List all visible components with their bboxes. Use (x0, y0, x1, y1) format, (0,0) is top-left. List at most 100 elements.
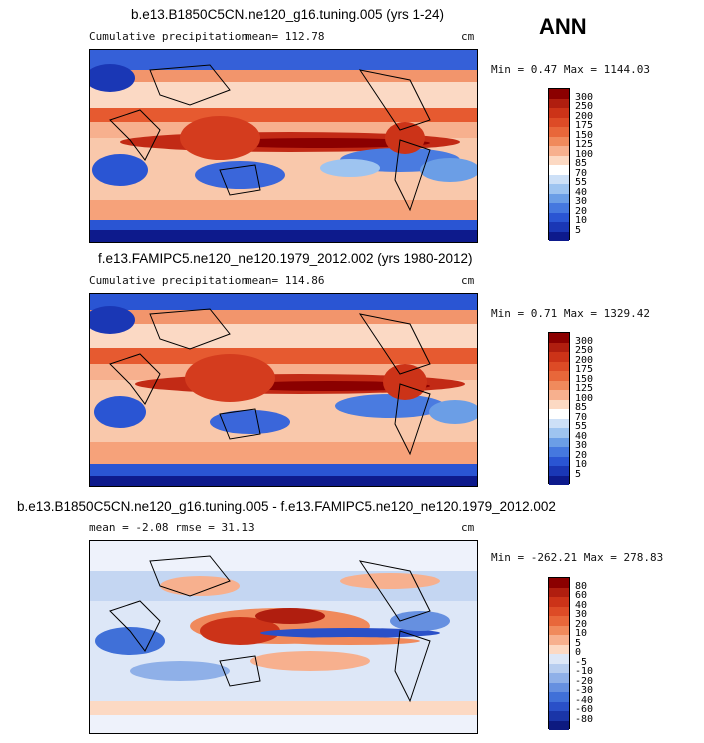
colorbar-tick-label: 20 (575, 449, 588, 461)
panel-1-units: cm (461, 30, 475, 43)
colorbar-tick-label: 30 (575, 196, 588, 207)
colorbar-segment (549, 616, 569, 626)
colorbar-segment (549, 184, 569, 194)
colorbar-segment (549, 98, 569, 108)
colorbar-segment (549, 89, 569, 99)
colorbar-segment (549, 117, 569, 127)
panel-3-units: cm (461, 521, 475, 534)
colorbar-tick-label: 20 (575, 618, 588, 630)
colorbar-tick-label: 85 (575, 402, 588, 413)
colorbar-tick-label: 40 (575, 186, 588, 198)
panel-2-map-svg (90, 294, 477, 486)
colorbar-segment (549, 447, 569, 457)
colorbar-tick-label: 125 (575, 139, 594, 150)
colorbar-segment (549, 371, 569, 381)
colorbar-segment (549, 466, 569, 476)
panel-2-colorbar (548, 332, 570, 485)
colorbar-tick-label: -60 (575, 704, 594, 715)
colorbar-segment (549, 390, 569, 400)
colorbar-segment (549, 597, 569, 607)
panel-1-variable: Cumulative precipitation (89, 30, 248, 43)
colorbar-tick-label: 40 (575, 430, 588, 442)
colorbar-segment (549, 136, 569, 146)
panel-1-mean: mean= 112.78 (245, 30, 325, 43)
colorbar-segment (549, 361, 569, 371)
colorbar-segment (549, 409, 569, 419)
colorbar-tick-label: 200 (575, 354, 594, 366)
colorbar-segment (549, 174, 569, 184)
colorbar-tick-label: 125 (575, 383, 594, 394)
colorbar-segment (549, 231, 569, 241)
panel-1-colorbar (548, 88, 570, 241)
colorbar-tick-label: 100 (575, 148, 594, 160)
colorbar-tick-label: -80 (575, 713, 594, 725)
colorbar-tick-label: 100 (575, 392, 594, 404)
panel-3-map-svg (90, 541, 477, 733)
colorbar-segment (549, 625, 569, 635)
panel-1-title: b.e13.B1850C5CN.ne120_g16.tuning.005 (yr… (131, 7, 444, 22)
colorbar-tick-label: -20 (575, 675, 594, 687)
colorbar-segment (549, 428, 569, 438)
colorbar-tick-label: 5 (575, 224, 582, 236)
colorbar-tick-label: 10 (575, 459, 588, 470)
panel-1-minmax: Min = 0.47 Max = 1144.03 (491, 63, 650, 76)
panel-3-title: b.e13.B1850C5CN.ne120_g16.tuning.005 - f… (17, 499, 556, 514)
colorbar-segment (549, 682, 569, 692)
panel-3-stats: mean = -2.08 rmse = 31.13 (89, 521, 255, 534)
colorbar-tick-label: 175 (575, 120, 594, 131)
colorbar-segment (549, 587, 569, 597)
colorbar-segment (549, 711, 569, 721)
colorbar-tick-label: 150 (575, 129, 594, 141)
colorbar-tick-label: 250 (575, 101, 594, 112)
colorbar-segment (549, 456, 569, 466)
colorbar-tick-label: 150 (575, 373, 594, 385)
colorbar-segment (549, 193, 569, 203)
colorbar-segment (549, 108, 569, 118)
colorbar-segment (549, 692, 569, 702)
colorbar-tick-label: 80 (575, 580, 588, 592)
colorbar-segment (549, 342, 569, 352)
colorbar-tick-label: 5 (575, 468, 582, 480)
colorbar-tick-label: 250 (575, 345, 594, 356)
colorbar-segment (549, 399, 569, 409)
colorbar-segment (549, 333, 569, 343)
colorbar-segment (549, 578, 569, 588)
colorbar-segment (549, 212, 569, 222)
colorbar-tick-label: -40 (575, 694, 594, 706)
colorbar-tick-label: 20 (575, 205, 588, 217)
colorbar-tick-label: 175 (575, 364, 594, 375)
panel-3-minmax: Min = -262.21 Max = 278.83 (491, 551, 664, 564)
colorbar-tick-label: 55 (575, 177, 588, 188)
colorbar-segment (549, 155, 569, 165)
colorbar-tick-label: 0 (575, 647, 582, 658)
colorbar-segment (549, 654, 569, 664)
panel-1-map-svg (90, 50, 477, 242)
colorbar-segment (549, 606, 569, 616)
colorbar-segment (549, 475, 569, 485)
panel-2-minmax: Min = 0.71 Max = 1329.42 (491, 307, 650, 320)
panel-1-map (89, 49, 478, 243)
panel-2-variable: Cumulative precipitation (89, 274, 248, 287)
colorbar-segment (549, 127, 569, 137)
season-label: ANN (539, 14, 587, 39)
colorbar-tick-label: 30 (575, 609, 588, 620)
colorbar-segment (549, 720, 569, 730)
colorbar-tick-label: 30 (575, 440, 588, 451)
colorbar-tick-label: 70 (575, 411, 588, 423)
colorbar-segment (549, 663, 569, 673)
colorbar-segment (549, 165, 569, 175)
colorbar-tick-label: 60 (575, 590, 588, 601)
colorbar-segment (549, 146, 569, 156)
colorbar-segment (549, 701, 569, 711)
colorbar-tick-label: -30 (575, 685, 594, 696)
colorbar-tick-label: 85 (575, 158, 588, 169)
colorbar-segment (549, 644, 569, 654)
colorbar-tick-label: -5 (575, 656, 588, 668)
panel-2-map (89, 293, 478, 487)
colorbar-tick-label: 55 (575, 421, 588, 432)
colorbar-segment (549, 352, 569, 362)
panel-2-mean: mean= 114.86 (245, 274, 325, 287)
panel-2-units: cm (461, 274, 475, 287)
colorbar-tick-label: 200 (575, 110, 594, 122)
colorbar-tick-label: 40 (575, 599, 588, 611)
